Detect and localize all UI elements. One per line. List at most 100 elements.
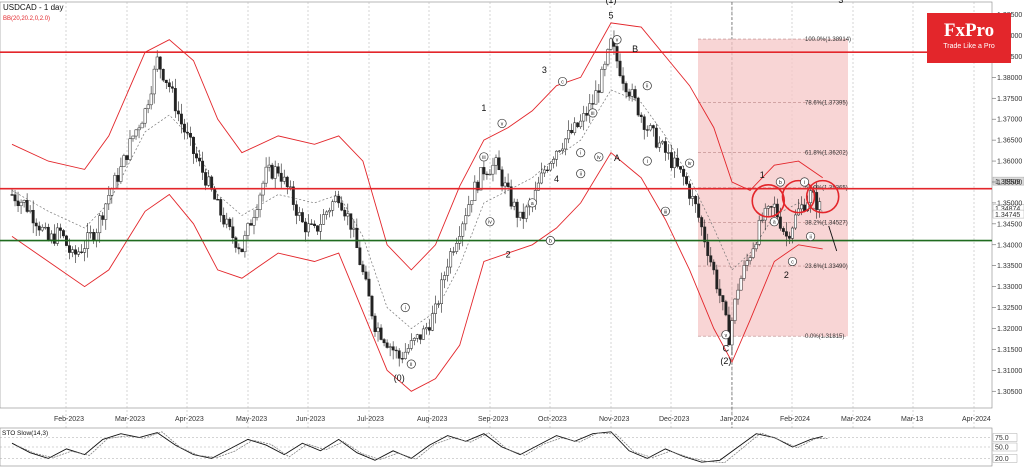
candle-body — [561, 148, 564, 152]
wave-circle-label: iii — [591, 111, 594, 117]
candle-body — [518, 211, 522, 218]
candle-body — [173, 88, 177, 112]
candle-body — [98, 215, 102, 234]
fib-zone: 100.0%(1.38914) 78.6%(1.37395) 61.8%(1.362… — [698, 37, 851, 340]
wave-circle — [557, 76, 568, 87]
y-tick-label: 1.30500 — [997, 389, 1022, 396]
candle-body — [255, 209, 259, 218]
candle-body — [331, 201, 335, 211]
candle-body — [791, 227, 794, 239]
candle-body — [479, 167, 483, 191]
chart-grid — [0, 1, 993, 465]
candle-body — [437, 303, 440, 305]
candle-body — [349, 213, 353, 230]
candle-body — [682, 169, 685, 177]
candle-body — [603, 63, 607, 70]
candle-body — [182, 123, 186, 133]
x-tick-label: Aug-2023 — [417, 416, 447, 423]
candle-body — [322, 214, 326, 225]
candle-body — [198, 157, 202, 162]
candle-body — [503, 182, 507, 187]
candle-body — [403, 351, 407, 359]
candle-body — [645, 129, 649, 131]
wave-circle — [497, 118, 507, 128]
candle-body — [334, 195, 338, 202]
wave-circle-label: ii — [580, 172, 582, 178]
wave-circle-label: i — [804, 180, 805, 186]
candle-body — [449, 251, 453, 268]
oscillator-tick-label: 75.0 — [995, 435, 1009, 442]
fib-level-label: 0.0%(1.31815) — [805, 334, 844, 340]
candle-body — [621, 75, 625, 84]
candle-body — [745, 260, 749, 266]
candle-body — [394, 349, 398, 352]
candle-body — [552, 159, 555, 164]
candle-body — [431, 313, 434, 331]
wave-label: 1 — [481, 103, 486, 113]
plot-frame — [0, 1, 993, 409]
candle-body — [609, 38, 613, 50]
candle-body — [234, 237, 238, 248]
candle-body — [140, 122, 144, 129]
candle-body — [170, 86, 174, 89]
candle-body — [310, 223, 313, 225]
candle-body — [307, 223, 310, 233]
candle-body — [382, 339, 386, 344]
candle-body — [524, 206, 528, 219]
candle-body — [712, 261, 716, 271]
candle-body — [739, 278, 743, 291]
candle-body — [679, 166, 682, 170]
candle-body — [325, 211, 329, 215]
candle-body — [346, 213, 350, 217]
candle-body — [648, 125, 652, 131]
y-tick-label: 1.31500 — [997, 347, 1022, 354]
y-tick-label: 1.36000 — [997, 159, 1022, 166]
wave-circle-label: i — [405, 306, 406, 312]
candle-body — [706, 241, 710, 256]
candle-body — [355, 227, 359, 249]
candle-body — [303, 221, 307, 233]
candle-body — [49, 233, 53, 241]
candle-body — [216, 199, 220, 201]
candle-body — [204, 172, 208, 186]
candle-body — [358, 247, 362, 265]
resistance-test-circle — [751, 184, 786, 218]
candle-body — [22, 200, 26, 203]
logo-brand: FxPro — [943, 20, 995, 41]
candle-body — [376, 327, 380, 332]
candle-body — [40, 226, 44, 231]
candle-body — [757, 220, 761, 245]
y-tick-label: 1.32000 — [997, 326, 1022, 333]
candle-body — [709, 255, 713, 263]
wave-label: B — [632, 44, 638, 54]
candle-body — [424, 327, 428, 330]
wave-circle-label: ii — [646, 84, 648, 90]
y-tick-label: 1.37500 — [997, 96, 1022, 103]
candle-body — [512, 201, 516, 207]
candle-body — [225, 218, 229, 225]
candle-body — [676, 157, 679, 167]
wave-circle — [594, 152, 604, 162]
candle-body — [766, 206, 770, 209]
candles — [10, 30, 822, 367]
candle-body — [409, 340, 413, 349]
candle-body — [476, 181, 480, 191]
candle-body — [700, 217, 704, 228]
x-tick-label: Feb-2023 — [54, 416, 84, 423]
candle-body — [452, 251, 456, 253]
candle-body — [113, 175, 117, 190]
candle-body — [291, 186, 295, 205]
wave-label: 3 — [542, 65, 547, 75]
candle-body — [110, 188, 114, 196]
candle-body — [778, 216, 782, 229]
candle-body — [155, 56, 159, 70]
candle-body — [294, 204, 298, 216]
x-tick-label: Jun-2023 — [296, 416, 325, 423]
candle-body — [167, 82, 171, 87]
candle-body — [207, 176, 211, 186]
candle-body — [31, 210, 35, 224]
wave-circle — [612, 35, 622, 45]
candle-body — [555, 150, 558, 160]
candle-body — [591, 103, 595, 105]
